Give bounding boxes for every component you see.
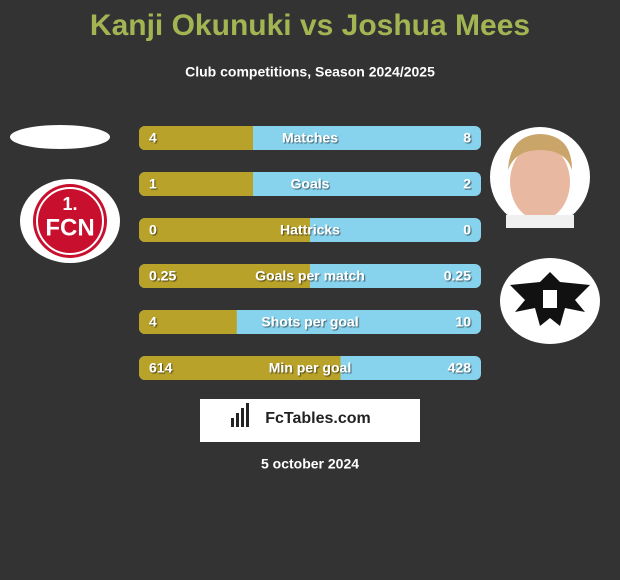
player-shirt xyxy=(506,215,574,228)
subtitle: Club competitions, Season 2024/2025 xyxy=(185,64,435,80)
bar-left-edge xyxy=(247,172,253,196)
stat-label: Hattricks xyxy=(280,222,340,238)
badge-text: 1. xyxy=(62,194,77,214)
brand-icon xyxy=(231,403,249,427)
stat-label: Shots per goal xyxy=(261,314,358,330)
date: 5 october 2024 xyxy=(261,456,359,472)
brand: FcTables.com xyxy=(265,410,371,427)
bar-left-edge xyxy=(247,126,253,150)
left-value: 614 xyxy=(149,360,173,376)
stat-label: Goals per match xyxy=(255,268,365,284)
left-value: 0.25 xyxy=(149,268,176,284)
stat-label: Min per goal xyxy=(269,360,351,376)
bar-left xyxy=(139,264,310,288)
left-value: 4 xyxy=(149,130,157,146)
right-value: 2 xyxy=(463,176,471,192)
eagle-shield xyxy=(543,290,557,308)
bar-left-edge xyxy=(304,218,310,242)
bar-left-edge xyxy=(334,356,341,380)
player-hair xyxy=(508,134,572,170)
right-value: 0.25 xyxy=(444,268,471,284)
right-value: 428 xyxy=(448,360,472,376)
right-value: 10 xyxy=(455,314,471,330)
stat-label: Matches xyxy=(282,130,338,146)
bar-left xyxy=(139,310,237,334)
left-value: 0 xyxy=(149,222,157,238)
right-value: 0 xyxy=(463,222,471,238)
badge-text: FCN xyxy=(45,214,94,241)
bar-left xyxy=(139,172,253,196)
club-badge-ring xyxy=(36,187,104,255)
bar-left xyxy=(139,356,341,380)
club-badge xyxy=(33,184,107,258)
bar-left-edge xyxy=(304,264,310,288)
bar-left-edge xyxy=(230,310,237,334)
bar-left xyxy=(139,126,253,150)
bar-left xyxy=(139,218,310,242)
right-value: 8 xyxy=(463,130,471,146)
left-value: 1 xyxy=(149,176,157,192)
left-value: 4 xyxy=(149,314,157,330)
placeholder-ellipse xyxy=(10,125,110,149)
player-face xyxy=(510,144,570,220)
title: Kanji Okunuki vs Joshua Mees xyxy=(90,9,530,42)
stat-label: Goals xyxy=(291,176,330,192)
